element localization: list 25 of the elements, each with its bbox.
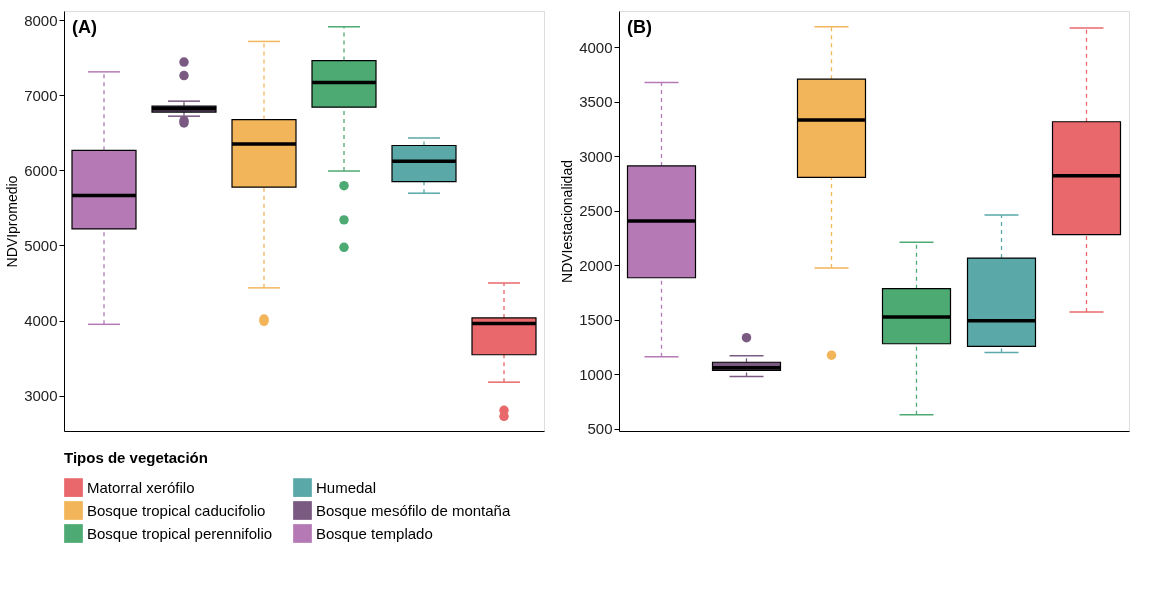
y-tick-label: 1000 — [579, 365, 613, 383]
legend-label: Matorral xerófilo — [87, 478, 195, 496]
y-tick-label: 4000 — [579, 38, 613, 56]
y-tick-label: 4000 — [24, 312, 58, 330]
y-tick-label: 3000 — [579, 147, 613, 165]
y-tick-label: 7000 — [24, 86, 58, 104]
y-tick-label: 3500 — [579, 93, 613, 111]
chart-title: (A) — [72, 17, 97, 37]
legend-label: Bosque tropical caducifolio — [87, 501, 266, 519]
y-tick-label: 8000 — [24, 11, 58, 29]
chart-title: (B) — [627, 17, 652, 37]
y-tick-label: 3000 — [24, 387, 58, 405]
y-tick-label: 2500 — [579, 202, 613, 220]
legend-label: Humedal — [316, 478, 377, 496]
legend-title: Tipos de vegetación — [64, 449, 208, 466]
y-tick-label: 1500 — [579, 311, 613, 329]
legend-label: Bosque tropical perennifolio — [87, 524, 273, 542]
y-tick-label: 6000 — [24, 161, 58, 179]
y-axis-title: NDVIestacionalidad — [559, 160, 576, 283]
y-tick-label: 500 — [587, 420, 613, 438]
y-tick-label: 5000 — [24, 236, 58, 254]
y-tick-label: 2000 — [579, 256, 613, 274]
y-axis-title: NDVIpromedio — [4, 175, 21, 268]
legend-label: Bosque templado — [316, 524, 433, 542]
legend-label: Bosque mesófilo de montaña — [316, 501, 511, 519]
